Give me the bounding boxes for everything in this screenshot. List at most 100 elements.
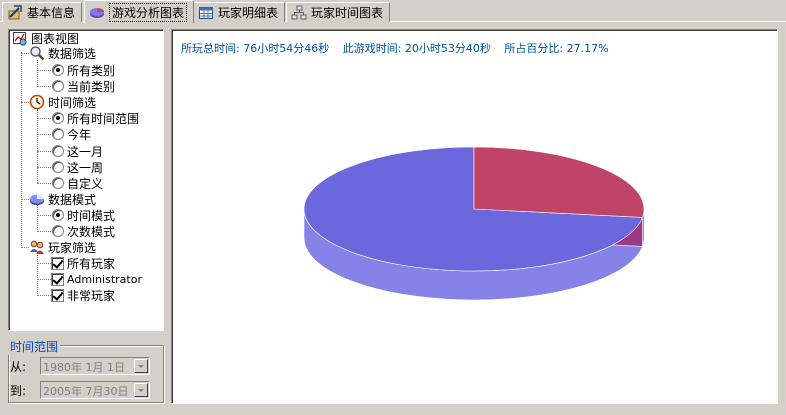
magnifier-icon (29, 45, 45, 61)
tree-node-data-filter[interactable]: 数据筛选 (29, 45, 96, 61)
date-range-title: 时间范围 (8, 338, 61, 355)
option-label: 自定义 (67, 176, 104, 191)
checkbox[interactable] (51, 256, 64, 270)
tab-game-analysis-chart[interactable]: 游戏分析图表 (84, 0, 195, 23)
chart-options-tree[interactable]: 图表视图 数据筛选 所有类别 当前类别 时间筛选 所有时 (8, 29, 164, 331)
radio-button[interactable] (52, 209, 64, 221)
info-icon (7, 4, 23, 21)
pie-chart (303, 146, 645, 301)
radio-all-categories[interactable]: 所有类别 (52, 62, 115, 78)
option-label: 所有玩家 (67, 256, 116, 271)
game-play-time: 此游戏时间: 20小时53分40秒 (342, 42, 491, 55)
option-label: Administrator (67, 272, 142, 286)
tree-connector (37, 231, 51, 232)
radio-time-mode[interactable]: 时间模式 (52, 207, 115, 223)
date-from-value: 1980年 1月 1日 (43, 361, 125, 374)
checkbox[interactable] (51, 272, 64, 286)
date-to-value: 2005年 7月30日 (43, 385, 129, 398)
tree-connector (21, 53, 29, 54)
tree-node-data-mode[interactable]: 数据模式 (29, 191, 96, 207)
users-icon (29, 239, 45, 255)
tree-connector (37, 70, 51, 71)
chart-panel: 所玩总时间: 76小时54分46秒 此游戏时间: 20小时53分40秒 所占百分… (171, 29, 778, 404)
radio-all-time-range[interactable]: 所有时间范围 (52, 110, 139, 126)
tab-bar: 基本信息 游戏分析图表 玩家明细表 (0, 0, 786, 23)
tree-connector (37, 109, 38, 183)
tab-underline (0, 21, 786, 22)
tree-connector (37, 118, 51, 119)
tree-connector (37, 86, 51, 87)
pie-slice-game (473, 146, 645, 218)
date-to-label: 到: (10, 383, 27, 398)
tree-connector (37, 295, 51, 296)
option-label: 所有类别 (67, 63, 116, 78)
tree-connector (37, 215, 51, 216)
date-to-picker[interactable]: 2005年 7月30日 (40, 381, 150, 399)
date-to-row: 到: 2005年 7月30日 (10, 381, 150, 399)
checkbox-all-players[interactable]: 所有玩家 (51, 255, 115, 271)
tree-node-label: 玩家筛选 (48, 240, 97, 255)
play-percentage: 所占百分比: 27.17% (504, 42, 609, 55)
date-from-row: 从: 1980年 1月 1日 (10, 357, 150, 375)
tree-root[interactable]: 图表视图 (12, 30, 79, 46)
radio-custom[interactable]: 自定义 (52, 175, 103, 191)
tree-node-label: 数据模式 (48, 192, 97, 207)
radio-button[interactable] (52, 64, 64, 76)
tree-connector (37, 263, 51, 264)
radio-button[interactable] (52, 177, 64, 189)
org-chart-icon (291, 5, 307, 21)
option-label: 非常玩家 (67, 288, 116, 303)
tab-label: 基本信息 (27, 6, 76, 20)
tree-node-time-filter[interactable]: 时间筛选 (29, 94, 96, 110)
option-label: 这一周 (67, 160, 104, 175)
option-label: 今年 (67, 127, 92, 142)
tree-connector (37, 60, 38, 85)
checkbox-administrator[interactable]: Administrator (51, 271, 142, 287)
chart-view-icon (12, 30, 28, 46)
tab-label: 游戏分析图表 (109, 2, 188, 22)
tab-basic-info[interactable]: 基本信息 (2, 2, 83, 22)
radio-this-week[interactable]: 这一周 (52, 159, 103, 175)
total-play-time: 所玩总时间: 76小时54分46秒 (181, 42, 330, 55)
tab-label: 玩家时间图表 (311, 6, 384, 20)
radio-button[interactable] (52, 128, 64, 140)
tree-connector (37, 253, 38, 294)
checkbox-frequent-players[interactable]: 非常玩家 (51, 287, 115, 303)
tree-connector (21, 102, 29, 103)
radio-button[interactable] (52, 161, 64, 173)
tab-label: 玩家明细表 (218, 6, 279, 20)
option-label: 次数模式 (67, 224, 116, 239)
radio-count-mode[interactable]: 次数模式 (52, 223, 115, 239)
option-label: 时间模式 (67, 208, 116, 223)
tree-connector (37, 183, 51, 184)
tree-node-player-filter[interactable]: 玩家筛选 (29, 239, 96, 255)
radio-this-month[interactable]: 这一月 (52, 143, 103, 159)
pie-chart-icon (29, 191, 45, 207)
tree-node-label: 数据筛选 (48, 46, 97, 61)
checkbox[interactable] (51, 288, 64, 302)
tab-player-detail[interactable]: 玩家明细表 (193, 2, 286, 22)
tree-connector (21, 247, 29, 248)
dropdown-arrow-icon[interactable] (134, 383, 148, 397)
radio-button[interactable] (52, 112, 64, 124)
tree-connector (37, 167, 51, 168)
radio-button[interactable] (52, 80, 64, 92)
clock-icon (29, 94, 45, 110)
tree-connector (37, 151, 51, 152)
date-from-picker[interactable]: 1980年 1月 1日 (40, 357, 150, 375)
tree-connector (21, 52, 22, 246)
tab-player-time-chart[interactable]: 玩家时间图表 (286, 2, 391, 22)
tree-root-label: 图表视图 (31, 31, 80, 46)
option-label: 当前类别 (67, 79, 116, 94)
pie-slice-other (303, 146, 643, 272)
radio-button[interactable] (52, 145, 64, 157)
dropdown-arrow-icon[interactable] (134, 359, 148, 373)
radio-current-category[interactable]: 当前类别 (52, 78, 115, 94)
radio-button[interactable] (52, 225, 64, 237)
option-label: 所有时间范围 (67, 111, 140, 126)
table-icon (198, 5, 214, 21)
tree-node-label: 时间筛选 (48, 95, 97, 110)
radio-this-year[interactable]: 今年 (52, 126, 91, 142)
tree-connector (37, 279, 51, 280)
date-range-group (8, 345, 164, 403)
